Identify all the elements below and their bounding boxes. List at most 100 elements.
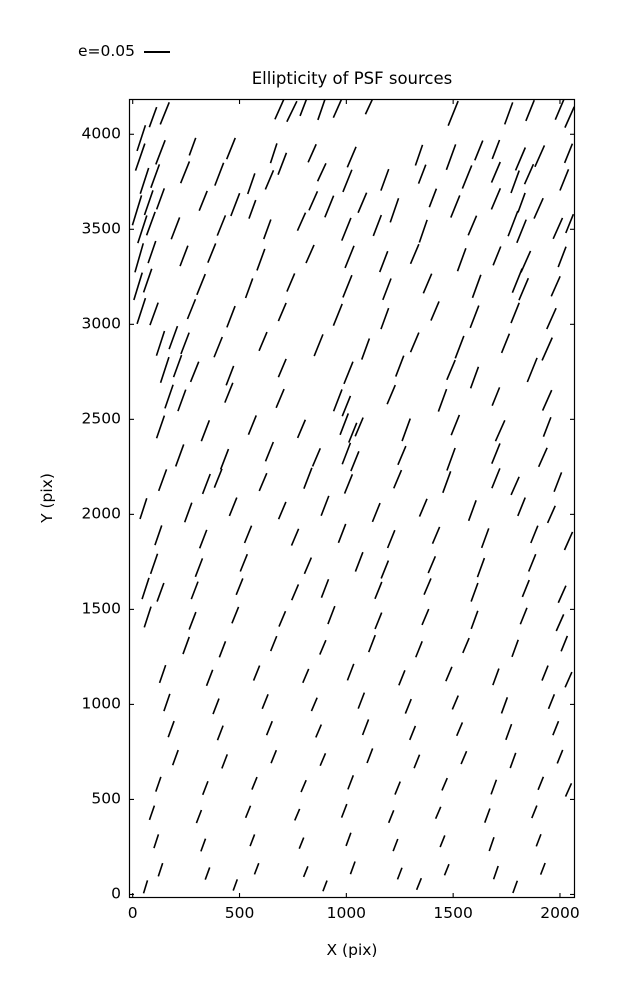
- psf-ellipticity-whisker: [461, 165, 473, 189]
- psf-ellipticity-whisker: [556, 749, 564, 764]
- psf-ellipticity-whisker: [349, 861, 356, 875]
- psf-ellipticity-whisker: [441, 777, 448, 791]
- psf-ellipticity-whisker: [155, 188, 166, 210]
- psf-ellipticity-whisker: [488, 836, 495, 852]
- psf-ellipticity-whisker: [207, 243, 217, 263]
- x-tick-label: 0: [127, 903, 138, 922]
- psf-ellipticity-whisker: [134, 243, 145, 273]
- psf-ellipticity-whisker: [249, 834, 256, 847]
- psf-ellipticity-whisker: [470, 582, 479, 602]
- psf-ellipticity-whisker: [541, 665, 549, 681]
- psf-ellipticity-whisker: [354, 417, 364, 437]
- psf-ellipticity-whisker: [258, 331, 268, 352]
- psf-ellipticity-whisker: [174, 444, 185, 467]
- psf-ellipticity-whisker: [484, 808, 491, 823]
- axis-ticks: [129, 99, 575, 898]
- psf-ellipticity-whisker: [521, 579, 530, 598]
- psf-ellipticity-whisker: [343, 474, 354, 494]
- psf-ellipticity-whisker: [225, 365, 235, 386]
- psf-ellipticity-whisker: [194, 558, 204, 578]
- psf-ellipticity-whisker: [159, 356, 170, 384]
- psf-ellipticity-whisker: [341, 395, 352, 417]
- psf-ellipticity-whisker: [547, 694, 556, 710]
- psf-ellipticity-whisker: [218, 641, 227, 658]
- psf-ellipticity-whisker: [350, 450, 360, 472]
- psf-ellipticity-whisker: [380, 560, 390, 579]
- psf-ellipticity-whisker: [503, 102, 514, 125]
- psf-ellipticity-whisker: [226, 305, 236, 328]
- psf-ellipticity-whisker: [357, 192, 368, 214]
- psf-ellipticity-whisker: [415, 877, 423, 891]
- psf-ellipticity-whisker: [198, 190, 208, 211]
- psf-ellipticity-whisker: [264, 441, 275, 462]
- psf-ellipticity-whisker: [537, 447, 548, 468]
- psf-ellipticity-whisker: [393, 469, 403, 489]
- y-tick-label: 4000: [81, 124, 121, 143]
- psf-ellipticity-whisker: [195, 809, 203, 824]
- psf-ellipticity-whisker: [307, 143, 317, 163]
- psf-ellipticity-whisker: [514, 147, 527, 171]
- psf-ellipticity-whisker: [302, 866, 309, 878]
- psf-ellipticity-whisker: [171, 749, 179, 766]
- psf-ellipticity-whisker: [423, 578, 432, 596]
- psf-ellipticity-whisker: [332, 389, 343, 412]
- psf-ellipticity-whisker: [364, 99, 374, 115]
- psf-ellipticity-whisker: [537, 776, 545, 791]
- psf-ellipticity-whisker: [303, 557, 313, 575]
- psf-ellipticity-whisker: [188, 611, 197, 630]
- psf-ellipticity-whisker: [430, 301, 440, 321]
- psf-ellipticity-whisker: [228, 497, 238, 517]
- psf-ellipticity-whisker: [154, 525, 163, 546]
- psf-ellipticity-whisker: [431, 526, 441, 544]
- psf-ellipticity-whisker: [418, 498, 428, 517]
- y-tick-label: 2500: [81, 409, 121, 428]
- psf-ellipticity-whisker: [298, 837, 305, 849]
- psf-ellipticity-whisker: [510, 170, 520, 194]
- psf-ellipticity-whisker: [139, 167, 150, 194]
- psf-ellipticity-whisker: [170, 217, 181, 240]
- psf-ellipticity-whisker: [527, 553, 537, 572]
- psf-ellipticity-whisker: [366, 748, 374, 764]
- psf-ellipticity-whisker: [490, 779, 498, 795]
- psf-ellipticity-whisker: [302, 668, 310, 684]
- psf-ellipticity-whisker: [434, 806, 442, 820]
- psf-ellipticity-whisker: [247, 415, 257, 435]
- psf-ellipticity-whisker: [531, 805, 538, 819]
- psf-ellipticity-whisker: [186, 298, 197, 320]
- psf-ellipticity-whisker: [491, 468, 501, 489]
- psf-ellipticity-whisker: [404, 698, 412, 714]
- psf-ellipticity-whisker: [201, 473, 211, 495]
- psf-ellipticity-whisker: [148, 106, 158, 128]
- psf-ellipticity-whisker: [156, 582, 165, 602]
- y-tick-label: 1500: [81, 599, 121, 618]
- psf-ellipticity-whisker: [270, 749, 278, 764]
- psf-ellipticity-whisker: [401, 418, 412, 442]
- psf-ellipticity-whisker: [313, 334, 324, 357]
- psf-ellipticity-whisker: [157, 862, 164, 877]
- psf-ellipticity-whisker: [277, 302, 287, 322]
- psf-ellipticity-whisker: [155, 139, 166, 165]
- psf-ellipticity-whisker: [563, 143, 574, 164]
- psf-ellipticity-whisker: [159, 101, 170, 125]
- psf-ellipticity-whisker: [565, 213, 575, 234]
- psf-ellipticity-whisker: [221, 754, 229, 769]
- psf-ellipticity-whisker: [179, 161, 191, 184]
- psf-ellipticity-whisker: [546, 307, 557, 330]
- psf-ellipticity-whisker: [530, 525, 539, 544]
- psf-ellipticity-whisker: [500, 697, 509, 714]
- psf-ellipticity-whisker: [389, 197, 400, 223]
- psf-ellipticity-whisker: [445, 666, 453, 682]
- psf-ellipticity-whisker: [525, 99, 535, 122]
- psf-ellipticity-whisker: [408, 725, 417, 741]
- psf-ellipticity-whisker: [443, 863, 450, 876]
- psf-ellipticity-whisker: [158, 664, 167, 684]
- psf-ellipticity-whisker: [505, 723, 513, 741]
- psf-ellipticity-whisker: [286, 273, 296, 292]
- psf-ellipticity-whisker: [500, 333, 511, 354]
- psf-ellipticity-whisker: [469, 305, 480, 329]
- psf-ellipticity-whisker: [235, 578, 244, 596]
- psf-ellipticity-whisker: [150, 164, 161, 189]
- psf-ellipticity-whisker: [553, 472, 563, 493]
- psf-ellipticity-whisker: [455, 722, 464, 737]
